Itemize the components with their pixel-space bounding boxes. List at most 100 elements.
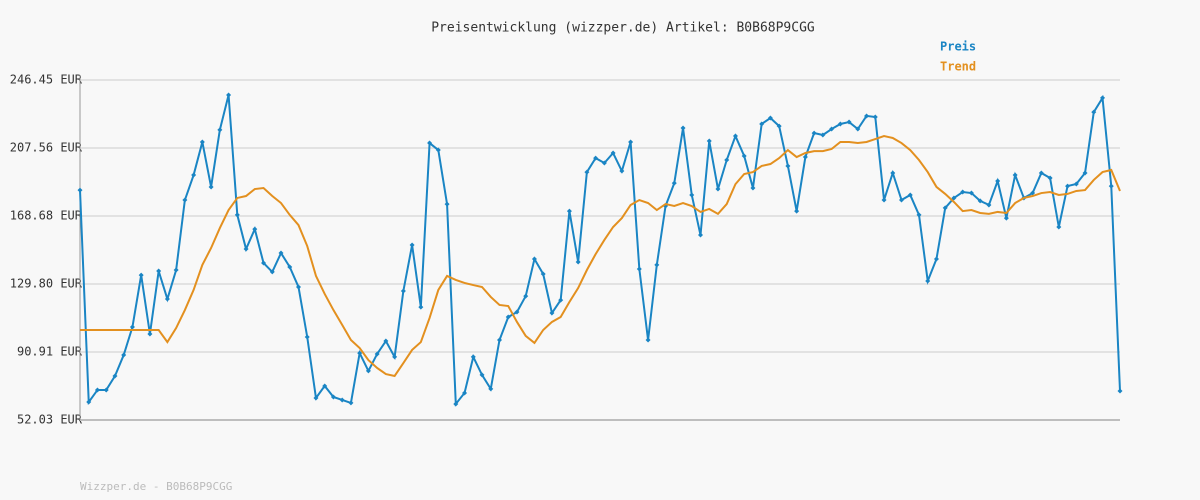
point-marker <box>899 197 905 203</box>
point-marker <box>392 354 398 360</box>
point-marker <box>759 121 765 127</box>
point-marker <box>881 197 887 203</box>
point-marker <box>1003 215 1009 221</box>
point-marker <box>628 139 634 145</box>
point-marker <box>925 278 931 284</box>
series-line <box>80 135 1121 378</box>
point-marker <box>794 208 800 214</box>
point-marker <box>94 387 100 393</box>
point-marker <box>418 304 424 310</box>
point-marker <box>829 126 835 132</box>
point-marker <box>330 394 336 400</box>
point-marker <box>785 163 791 169</box>
point-marker <box>776 123 782 129</box>
point-marker <box>339 397 345 403</box>
point-marker <box>636 266 642 272</box>
point-marker <box>1108 183 1114 189</box>
point-marker <box>698 232 704 238</box>
point-marker <box>243 246 249 252</box>
point-marker <box>671 180 677 186</box>
point-marker <box>549 310 555 316</box>
point-marker <box>208 184 214 190</box>
point-marker <box>1100 95 1106 101</box>
point-marker <box>689 192 695 198</box>
point-marker <box>767 115 773 121</box>
point-marker <box>400 288 406 294</box>
point-marker <box>505 314 511 320</box>
series-line <box>79 94 1121 407</box>
point-marker <box>1117 388 1123 394</box>
point-marker <box>217 127 223 133</box>
point-marker <box>357 350 363 356</box>
point-marker <box>724 157 730 163</box>
point-marker <box>287 264 293 270</box>
point-marker <box>138 272 144 278</box>
point-marker <box>584 169 590 175</box>
point-marker <box>531 256 537 262</box>
point-marker <box>1073 181 1079 187</box>
point-marker <box>112 373 118 379</box>
point-marker <box>374 351 380 357</box>
point-marker <box>103 387 109 393</box>
y-tick-label: 129.80 EUR <box>10 276 83 290</box>
point-marker <box>855 126 861 132</box>
point-marker <box>226 92 232 98</box>
point-marker <box>523 293 529 299</box>
point-marker <box>933 256 939 262</box>
point-marker <box>1047 175 1053 181</box>
point-marker <box>304 334 310 340</box>
point-marker <box>278 250 284 256</box>
point-marker <box>514 309 520 315</box>
y-tick-label: 246.45 EUR <box>10 73 83 87</box>
point-marker <box>654 262 660 268</box>
point-marker <box>811 130 817 136</box>
point-marker <box>593 155 599 161</box>
point-marker <box>750 185 756 191</box>
point-marker <box>295 284 301 290</box>
point-marker <box>540 271 546 277</box>
point-marker <box>566 208 572 214</box>
point-marker <box>488 386 494 392</box>
point-marker <box>86 399 92 405</box>
point-marker <box>977 198 983 204</box>
point-marker <box>916 212 922 218</box>
point-marker <box>444 201 450 207</box>
point-marker <box>479 372 485 378</box>
point-marker <box>1012 172 1018 178</box>
point-marker <box>1056 224 1062 230</box>
point-marker <box>706 138 712 144</box>
point-marker <box>619 168 625 174</box>
point-marker <box>820 132 826 138</box>
point-marker <box>462 390 468 396</box>
point-marker <box>365 368 371 374</box>
point-marker <box>234 212 240 218</box>
point-marker <box>1082 170 1088 176</box>
point-marker <box>147 331 153 337</box>
point-marker <box>575 259 581 265</box>
point-marker <box>121 352 127 358</box>
point-marker <box>1091 109 1097 115</box>
point-marker <box>383 338 389 344</box>
point-marker <box>409 242 415 248</box>
point-marker <box>645 337 651 343</box>
point-marker <box>129 324 135 330</box>
y-tick-label: 207.56 EUR <box>10 141 83 155</box>
point-marker <box>1038 170 1044 176</box>
footer: Wizzper.de - B0B68P9CGG <box>80 480 232 493</box>
point-marker <box>1065 183 1071 189</box>
point-marker <box>960 189 966 195</box>
point-marker <box>427 140 433 146</box>
point-marker <box>453 401 459 407</box>
point-marker <box>680 125 686 131</box>
point-marker <box>846 119 852 125</box>
point-marker <box>951 195 957 201</box>
point-marker <box>968 190 974 196</box>
point-marker <box>995 178 1001 184</box>
point-marker <box>942 205 948 211</box>
point-marker <box>191 172 197 178</box>
point-marker <box>837 121 843 127</box>
point-marker <box>199 139 205 145</box>
